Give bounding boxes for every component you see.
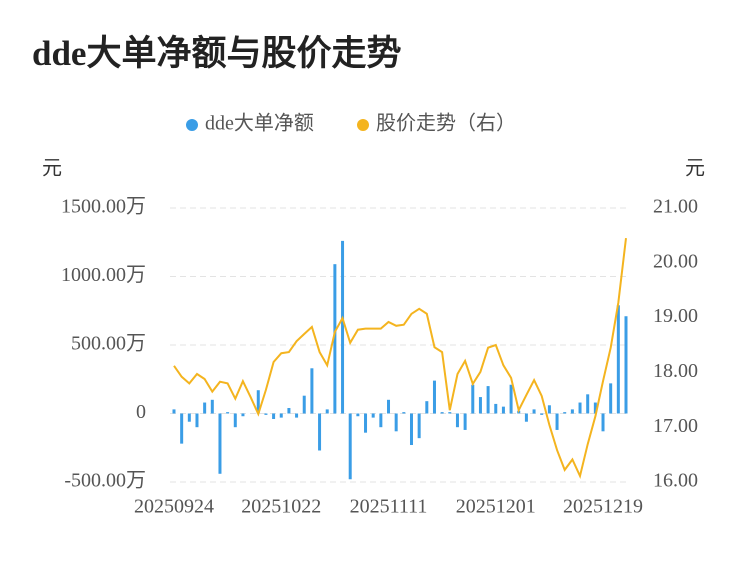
legend-marker xyxy=(186,119,198,131)
x-tick-label: 20251201 xyxy=(456,496,536,518)
bar xyxy=(318,413,322,451)
bar xyxy=(471,384,475,414)
bar xyxy=(409,413,413,446)
bar xyxy=(509,384,513,414)
bar xyxy=(287,408,291,414)
bar xyxy=(586,394,590,414)
legend-label[interactable]: dde大单净额 xyxy=(205,112,314,135)
bar xyxy=(364,413,368,433)
bar xyxy=(387,399,391,414)
chart-title: dde大单净额与股价走势 xyxy=(32,34,401,73)
bar xyxy=(432,380,436,414)
bar xyxy=(348,413,352,480)
y2-tick-label: 20.00 xyxy=(653,250,698,272)
bar xyxy=(356,413,360,417)
bar xyxy=(180,413,184,444)
y-tick-label: -500.00万 xyxy=(64,470,146,492)
y2-axis-unit: 元 xyxy=(685,158,705,180)
y2-tick-label: 17.00 xyxy=(653,415,698,437)
bar xyxy=(555,413,559,430)
bar xyxy=(524,413,528,422)
bar xyxy=(601,413,605,432)
bar xyxy=(218,413,222,474)
bar xyxy=(325,409,329,414)
y2-tick-label: 16.00 xyxy=(653,470,698,492)
bar xyxy=(609,383,613,414)
y-tick-label: 1000.00万 xyxy=(61,264,146,286)
bar xyxy=(402,412,406,414)
bar xyxy=(417,413,421,439)
bar xyxy=(547,405,551,414)
bar xyxy=(295,413,299,418)
bar xyxy=(210,399,214,414)
x-tick-label: 20251111 xyxy=(350,496,428,518)
x-tick-label: 20251219 xyxy=(563,496,643,518)
bar xyxy=(241,413,245,417)
y-tick-label: 1500.00万 xyxy=(61,196,146,218)
bar xyxy=(233,413,237,428)
y-tick-label: 500.00万 xyxy=(71,333,146,355)
x-tick-label: 20250924 xyxy=(134,496,214,518)
bar xyxy=(341,240,345,414)
bar xyxy=(256,390,260,414)
bar xyxy=(371,413,375,418)
bar xyxy=(333,264,337,414)
bar xyxy=(264,413,268,415)
bar xyxy=(501,406,505,414)
y-axis-unit: 元 xyxy=(42,158,62,180)
bar xyxy=(578,402,582,414)
bar xyxy=(455,413,459,428)
bar xyxy=(616,305,620,414)
bar xyxy=(440,412,444,414)
bar xyxy=(448,412,452,414)
y2-tick-label: 21.00 xyxy=(653,196,698,218)
bar xyxy=(272,413,276,419)
bar xyxy=(494,403,498,414)
y2-tick-label: 18.00 xyxy=(653,360,698,382)
bar xyxy=(394,413,398,432)
legend-marker xyxy=(357,119,369,131)
bar xyxy=(226,412,230,414)
bar xyxy=(172,409,176,414)
bar xyxy=(540,413,544,415)
bar xyxy=(486,386,490,414)
bar xyxy=(478,397,482,414)
bar xyxy=(463,413,467,430)
bar xyxy=(563,412,567,414)
bar xyxy=(570,409,574,414)
bar xyxy=(203,402,207,414)
bar xyxy=(593,402,597,414)
y-tick-label: 0 xyxy=(136,401,146,423)
y2-tick-label: 19.00 xyxy=(653,305,698,327)
bar xyxy=(279,413,283,418)
bar xyxy=(532,409,536,414)
bar xyxy=(379,413,383,428)
bar xyxy=(425,401,429,414)
legend-label[interactable]: 股价走势（右） xyxy=(376,112,516,135)
bar xyxy=(195,413,199,428)
bar xyxy=(187,413,191,422)
x-tick-label: 20251022 xyxy=(241,496,321,518)
price-line xyxy=(173,237,627,480)
bar xyxy=(310,368,314,414)
bar xyxy=(302,395,306,414)
bar xyxy=(624,316,628,414)
